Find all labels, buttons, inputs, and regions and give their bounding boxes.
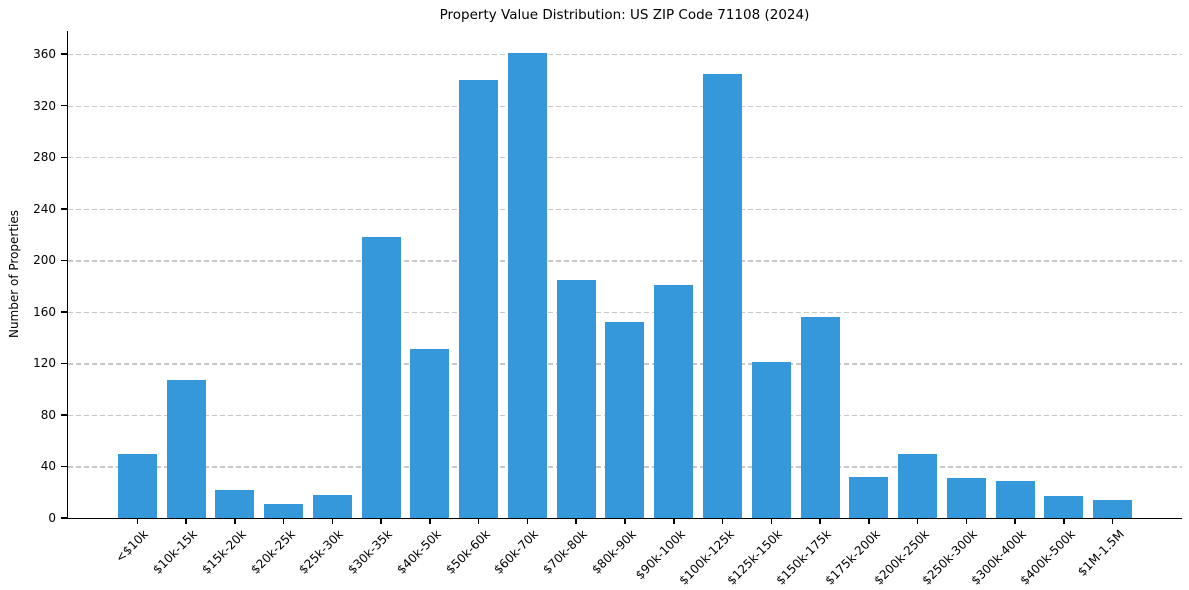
x-tick-mark (624, 518, 626, 524)
bar (946, 478, 986, 518)
x-tick-mark (282, 518, 285, 524)
bar (898, 453, 938, 518)
x-tick-mark (819, 518, 821, 524)
gridline (68, 105, 1182, 107)
x-tick-mark (136, 518, 139, 524)
bar (215, 489, 255, 518)
y-tick-mark (61, 414, 67, 416)
bar (849, 476, 889, 518)
gridline (68, 260, 1182, 262)
gridline (68, 208, 1182, 210)
bar (605, 322, 645, 518)
x-tick-label: $20k-25k (247, 527, 298, 577)
x-tick-mark (234, 518, 236, 524)
x-tick-mark (916, 518, 919, 524)
x-tick-mark (526, 518, 529, 524)
bar (995, 480, 1035, 518)
chart-title: Property Value Distribution: US ZIP Code… (439, 7, 810, 23)
x-tick-mark (965, 518, 968, 524)
x-tick-mark (185, 518, 187, 524)
bar (459, 79, 499, 518)
x-tick-label: $40k-50k (394, 527, 444, 577)
y-tick-mark (61, 53, 67, 55)
bar (507, 52, 547, 518)
y-tick-mark (61, 517, 67, 519)
y-tick-label: 360 (33, 47, 56, 62)
y-tick-mark (61, 104, 67, 107)
y-tick-mark (61, 259, 67, 262)
x-tick-mark (721, 518, 724, 524)
bar (654, 284, 694, 518)
x-tick-mark (1111, 518, 1114, 524)
x-tick-mark (770, 518, 773, 524)
y-tick-mark (61, 465, 67, 468)
x-tick-mark (868, 518, 870, 524)
x-tick-label: $50k-60k (442, 527, 493, 577)
x-tick-mark (380, 518, 382, 524)
bar (1044, 496, 1084, 518)
x-tick-mark (575, 518, 577, 524)
bar (117, 453, 157, 518)
gridline (68, 311, 1182, 314)
y-tick-mark (61, 311, 67, 313)
x-tick-label: $1M-1.5M (1074, 527, 1127, 579)
x-tick-mark (477, 518, 480, 524)
x-tick-label: $25k-30k (296, 527, 347, 577)
y-tick-label: 40 (40, 459, 56, 474)
gridline (68, 54, 1182, 56)
x-tick-mark (331, 518, 334, 524)
x-tick-label: $80k-90k (589, 527, 639, 577)
y-tick-label: 320 (33, 98, 56, 113)
y-tick-label: 280 (33, 150, 56, 165)
bar (264, 503, 304, 518)
y-tick-mark (61, 156, 67, 158)
gridline (68, 157, 1182, 159)
bar (166, 380, 206, 518)
y-tick-label: 240 (33, 201, 56, 216)
y-tick-label: 200 (33, 253, 56, 268)
y-tick-label: 120 (33, 356, 56, 371)
y-tick-mark (61, 362, 67, 365)
x-tick-mark (429, 518, 431, 524)
bar (312, 494, 352, 518)
y-tick-label: 0 (48, 511, 56, 525)
plot-area: 0 40 80 120 160 200 240 280 320 360 <$10k $10k-15k $… (33, 31, 1182, 588)
x-tick-label: $70k-80k (540, 527, 591, 577)
bar (751, 362, 791, 518)
x-tick-label: $15k-20k (199, 527, 249, 577)
bar (800, 317, 840, 518)
y-tick-label: 80 (40, 407, 56, 422)
x-tick-mark (673, 518, 675, 524)
x-tick-mark (1014, 518, 1016, 524)
bar (361, 237, 401, 518)
x-tick-label: $10k-15k (150, 527, 201, 577)
bar (1093, 499, 1133, 518)
x-tick-label: $60k-70k (491, 527, 542, 577)
y-tick-mark (61, 208, 67, 210)
y-tick-label: 160 (33, 304, 56, 319)
x-tick-label: <$10k (113, 527, 152, 566)
bar (410, 349, 450, 518)
bar (556, 279, 596, 518)
x-tick-mark (1063, 518, 1065, 524)
bar (703, 73, 743, 518)
x-tick-label: $30k-35k (345, 527, 396, 577)
